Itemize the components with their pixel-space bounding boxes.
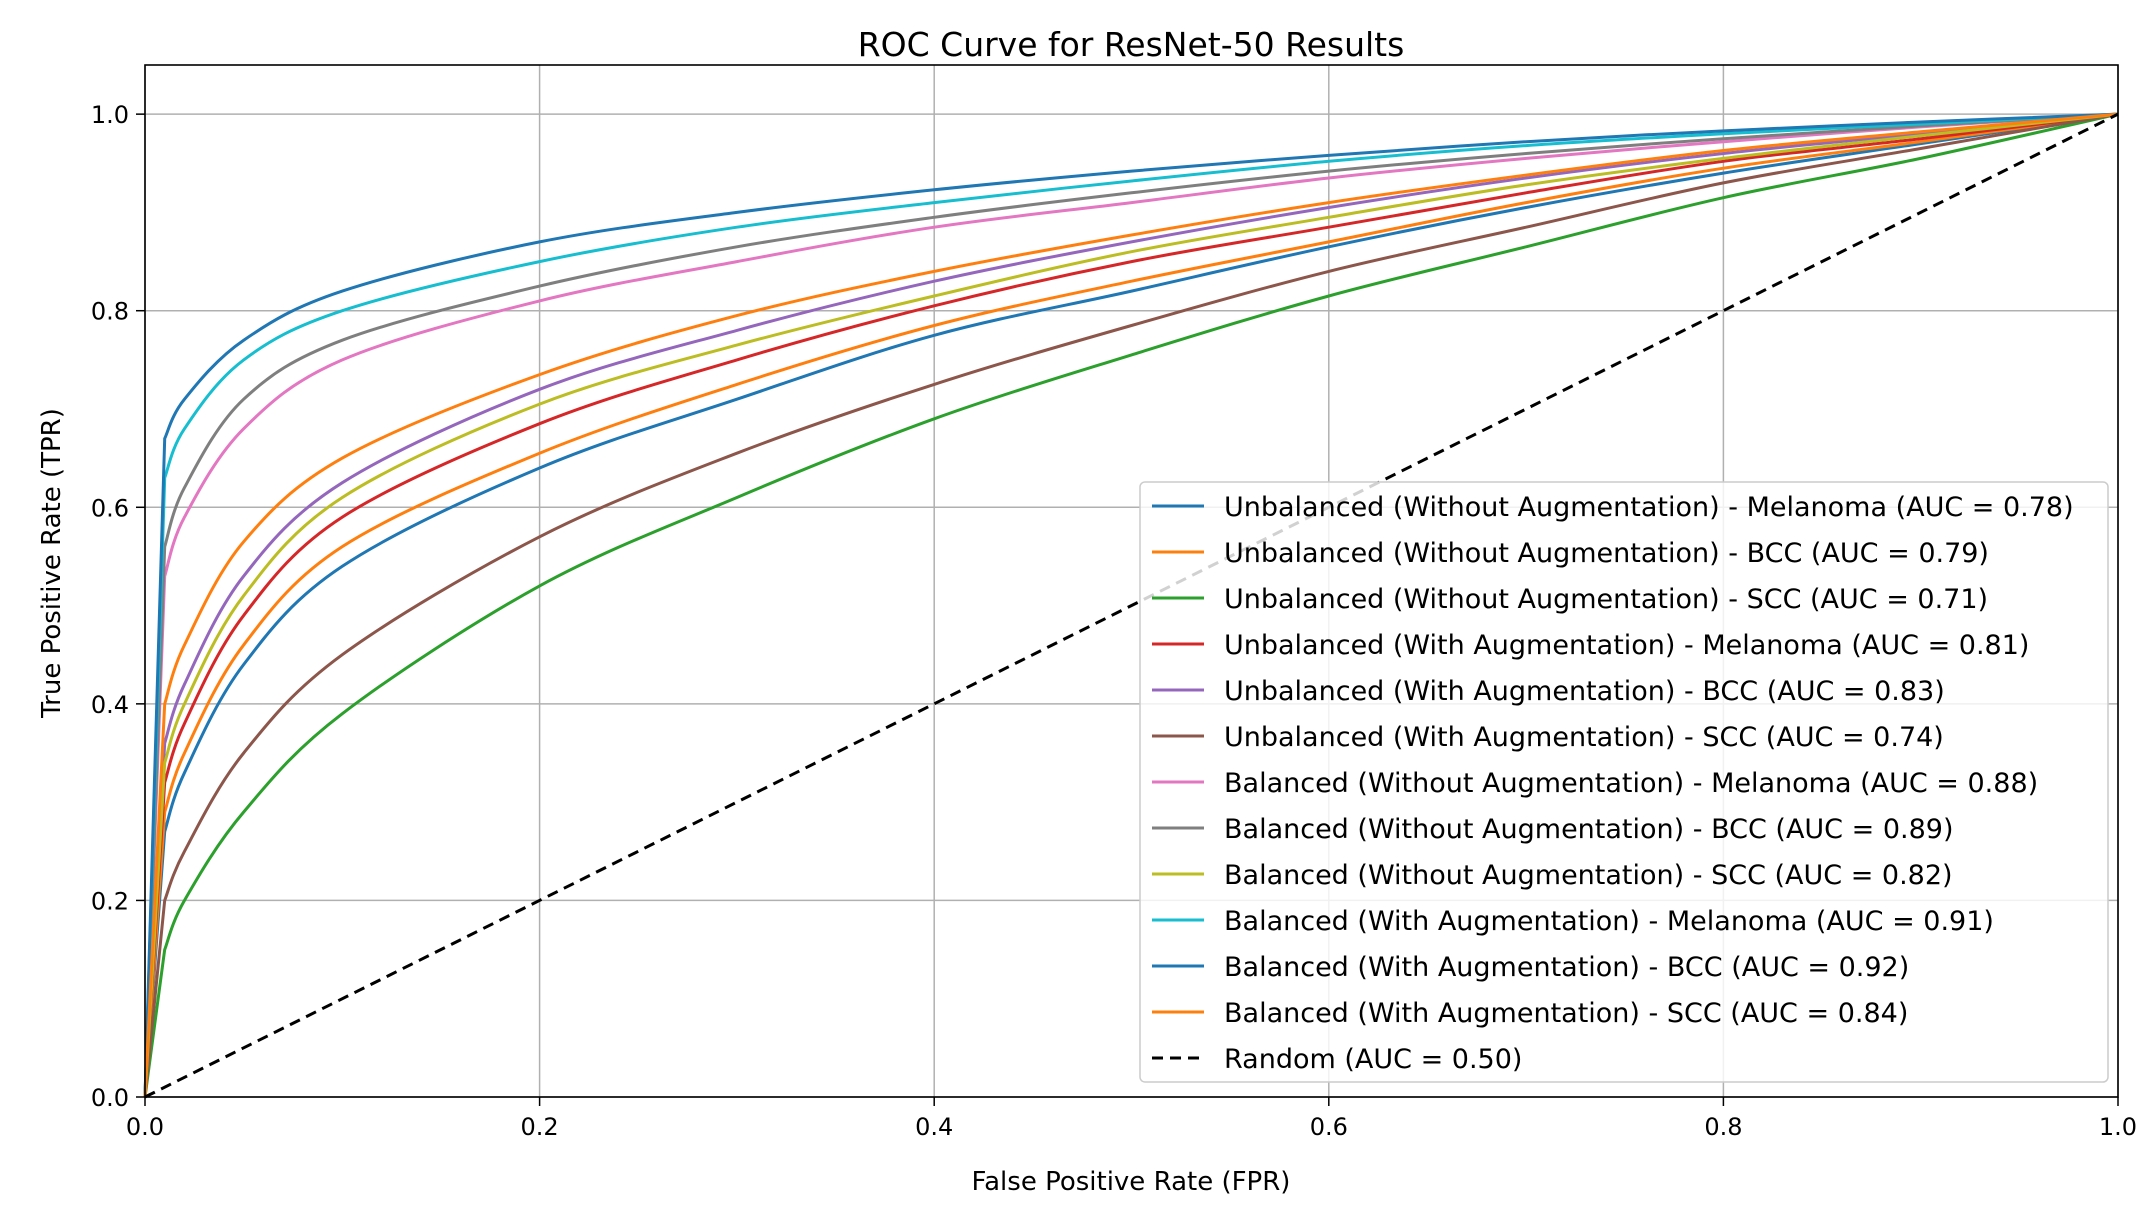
y-tick-label: 0.0: [91, 1084, 129, 1112]
series-line-5: [143, 112, 2119, 1098]
chart-title: ROC Curve for ResNet-50 Results: [858, 25, 1405, 64]
series-line-9: [143, 112, 2119, 1098]
x-tick-label: 0.2: [521, 1113, 559, 1141]
y-tick-label: 0.2: [91, 887, 129, 915]
y-tick-label: 0.6: [91, 494, 129, 522]
y-axis-label: True Positive Rate (TPR): [37, 408, 67, 719]
y-tick-label: 1.0: [91, 101, 129, 129]
legend-label-11: Balanced (With Augmentation) - SCC (AUC …: [1224, 998, 1908, 1029]
legend-label-7: Balanced (Without Augmentation) - BCC (A…: [1224, 814, 1953, 845]
legend: Unbalanced (Without Augmentation) - Mela…: [1139, 481, 2109, 1083]
y-tick-label: 0.8: [91, 298, 129, 326]
x-axis-label: False Positive Rate (FPR): [972, 1167, 1291, 1197]
x-tick-label: 0.8: [1704, 1113, 1742, 1141]
series-line-3: [143, 112, 2119, 1098]
series-line-7: [143, 112, 2119, 1098]
series-line-2: [143, 112, 2119, 1098]
legend-label-8: Balanced (Without Augmentation) - SCC (A…: [1224, 860, 1953, 891]
series-line-6: [143, 112, 2119, 1098]
series-line-4: [143, 112, 2119, 1098]
y-tick-label: 0.4: [91, 691, 129, 719]
axis-ticks: 0.0 0.2 0.4 0.6 0.8 1.0 0.0 0.2 0.4 0.6 0.8 1.0: [91, 101, 2137, 1141]
x-tick-label: 0.0: [126, 1113, 164, 1141]
legend-label-6: Balanced (Without Augmentation) - Melano…: [1224, 768, 2038, 799]
series-line-0: [143, 112, 2119, 1098]
series-layer: [143, 112, 2119, 1099]
series-line-11: [143, 112, 2119, 1098]
legend-label-3: Unbalanced (With Augmentation) - Melanom…: [1224, 630, 2029, 661]
legend-label-4: Unbalanced (With Augmentation) - BCC (AU…: [1224, 676, 1945, 707]
series-line-10: [143, 112, 2119, 1098]
legend-box: [1139, 481, 2109, 1083]
series-line-12: [144, 112, 2119, 1099]
legend-label-5: Unbalanced (With Augmentation) - SCC (AU…: [1224, 722, 1944, 753]
plot-area-frame: [144, 64, 2119, 1098]
legend-label-1: Unbalanced (Without Augmentation) - BCC …: [1224, 538, 1989, 569]
legend-label-9: Balanced (With Augmentation) - Melanoma …: [1224, 906, 1994, 937]
legend-label-0: Unbalanced (Without Augmentation) - Mela…: [1224, 492, 2074, 523]
legend-label-2: Unbalanced (Without Augmentation) - SCC …: [1224, 584, 1988, 615]
x-tick-label: 0.4: [915, 1113, 953, 1141]
series-line-1: [143, 112, 2119, 1098]
series-line-8: [143, 112, 2119, 1098]
x-tick-label: 1.0: [2099, 1113, 2137, 1141]
legend-label-12: Random (AUC = 0.50): [1224, 1044, 1522, 1075]
legend-label-10: Balanced (With Augmentation) - BCC (AUC …: [1224, 952, 1909, 983]
x-tick-label: 0.6: [1310, 1113, 1348, 1141]
